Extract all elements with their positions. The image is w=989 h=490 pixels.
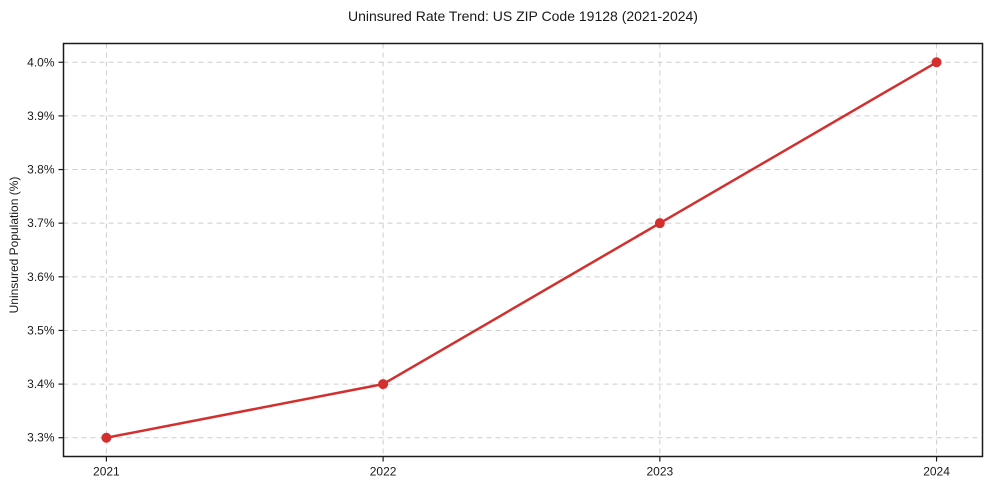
x-tick-label: 2022 xyxy=(370,465,397,479)
y-tick-label: 3.7% xyxy=(27,216,55,230)
x-tick-label: 2024 xyxy=(923,465,950,479)
y-tick-label: 3.5% xyxy=(27,323,55,337)
x-tick-label: 2023 xyxy=(646,465,673,479)
y-tick-label: 3.4% xyxy=(27,377,55,391)
axes-border xyxy=(62,42,984,458)
y-tick-label: 3.3% xyxy=(27,431,55,445)
chart-title: Uninsured Rate Trend: US ZIP Code 19128 … xyxy=(348,8,698,24)
data-point-marker xyxy=(101,432,112,443)
trend-line xyxy=(105,61,938,439)
data-point-marker xyxy=(931,57,942,68)
x-tick-label: 2021 xyxy=(93,465,120,479)
data-point-marker xyxy=(378,379,389,390)
y-tick-label: 4.0% xyxy=(27,55,55,69)
y-tick-label: 3.6% xyxy=(27,270,55,284)
y-tick-label: 3.9% xyxy=(27,109,55,123)
data-point-marker xyxy=(654,218,665,229)
y-tick-label: 3.8% xyxy=(27,163,55,177)
